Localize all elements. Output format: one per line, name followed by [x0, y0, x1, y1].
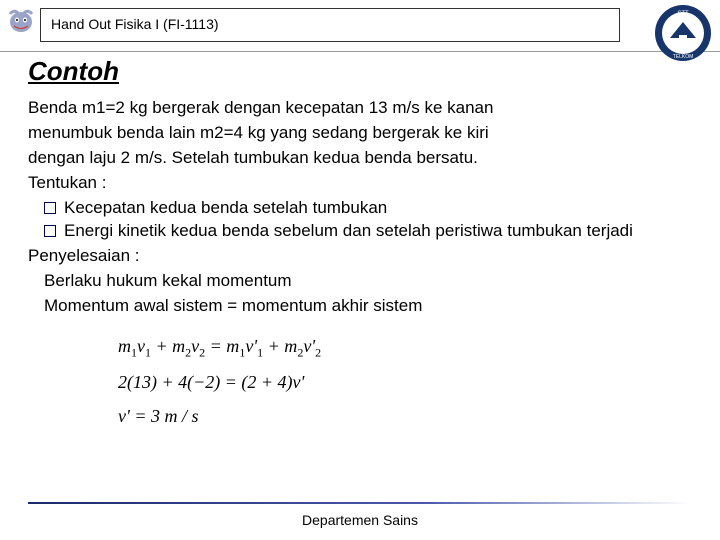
statement-line: Tentukan : — [28, 172, 692, 195]
statement-line: dengan laju 2 m/s. Setelah tumbukan kedu… — [28, 147, 692, 170]
statement-line: Benda m1=2 kg bergerak dengan kecepatan … — [28, 97, 692, 120]
institution-logo-icon: STT TELKOM — [652, 2, 714, 64]
solution-line: Berlaku hukum kekal momentum — [44, 270, 692, 293]
svg-text:TELKOM: TELKOM — [673, 54, 694, 60]
equation-line: m1v1 + m2v2 = m1v'1 + m2v'2 — [118, 329, 692, 364]
mascot-icon — [6, 6, 36, 36]
slide-title: Contoh — [28, 56, 692, 87]
bullet-text: Kecepatan kedua benda setelah tumbukan — [64, 197, 387, 220]
equations-block: m1v1 + m2v2 = m1v'1 + m2v'2 2(13) + 4(−2… — [118, 329, 692, 433]
bullet-list: Kecepatan kedua benda setelah tumbukan E… — [44, 197, 692, 243]
bullet-icon — [44, 225, 56, 237]
list-item: Energi kinetik kedua benda sebelum dan s… — [44, 220, 692, 243]
body-text: Benda m1=2 kg bergerak dengan kecepatan … — [28, 97, 692, 433]
equation-line: v' = 3 m / s — [118, 399, 692, 433]
statement-line: menumbuk benda lain m2=4 kg yang sedang … — [28, 122, 692, 145]
list-item: Kecepatan kedua benda setelah tumbukan — [44, 197, 692, 220]
solution-line: Momentum awal sistem = momentum akhir si… — [44, 295, 692, 318]
solution-label: Penyelesaian : — [28, 245, 692, 268]
slide-content: Contoh Benda m1=2 kg bergerak dengan kec… — [0, 52, 720, 433]
bullet-icon — [44, 202, 56, 214]
solution-block: Berlaku hukum kekal momentum Momentum aw… — [44, 270, 692, 318]
svg-text:STT: STT — [677, 11, 689, 17]
footer-text: Departemen Sains — [0, 512, 720, 528]
bullet-text: Energi kinetik kedua benda sebelum dan s… — [64, 220, 633, 243]
equation-line: 2(13) + 4(−2) = (2 + 4)v' — [118, 365, 692, 399]
header-bar: Hand Out Fisika I (FI-1113) STT TELKOM — [0, 0, 720, 52]
course-title: Hand Out Fisika I (FI-1113) — [40, 8, 620, 42]
footer-divider — [28, 502, 692, 504]
course-title-text: Hand Out Fisika I (FI-1113) — [51, 16, 219, 32]
